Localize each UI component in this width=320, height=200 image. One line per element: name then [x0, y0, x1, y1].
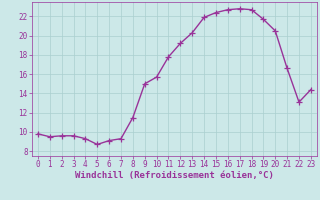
X-axis label: Windchill (Refroidissement éolien,°C): Windchill (Refroidissement éolien,°C): [75, 171, 274, 180]
